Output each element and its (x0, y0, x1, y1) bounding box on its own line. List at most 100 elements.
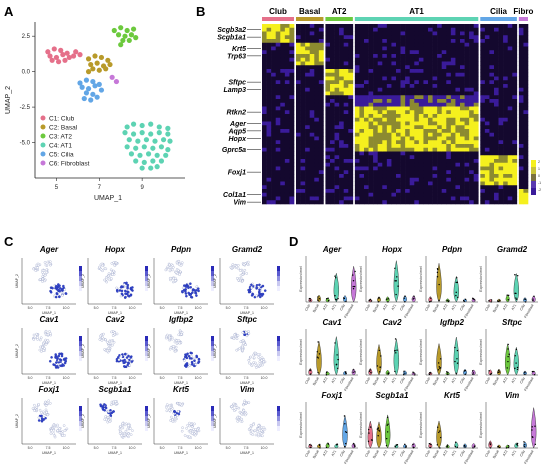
heatmap-cell (400, 185, 406, 190)
heatmap-cell (382, 132, 388, 137)
heatmap-cell (400, 159, 406, 164)
heatmap-cell (339, 181, 345, 186)
heatmap-cell (334, 174, 340, 179)
heatmap-cell (450, 196, 456, 201)
feature-point (47, 399, 50, 403)
heatmap-cell (275, 162, 281, 167)
violin-dot (439, 436, 442, 439)
violin-dot (524, 443, 526, 446)
violin-dot (456, 349, 459, 352)
heatmap-cell (348, 69, 354, 74)
heatmap-cell (391, 106, 397, 111)
feature-ylabel: UMAP_2 (15, 344, 19, 358)
feature-point (175, 339, 179, 342)
heatmap-cell (300, 102, 306, 107)
heatmap-cell (289, 170, 295, 175)
heatmap-cell (289, 84, 295, 89)
heatmap-cell (432, 57, 438, 62)
heatmap-cell (512, 151, 518, 156)
violin-dot (352, 443, 355, 445)
heatmap-cell (364, 140, 369, 145)
heatmap-cell (348, 99, 354, 104)
heatmap-cell (494, 189, 499, 194)
heatmap-cell (280, 31, 286, 36)
heatmap-cell (507, 166, 513, 171)
heatmap-cell (271, 200, 277, 205)
heatmap-cell (309, 102, 315, 107)
heatmap-cell (271, 57, 277, 62)
violin-dot (497, 371, 500, 374)
feature-point (258, 431, 262, 434)
heatmap-cell (368, 121, 374, 126)
feature-colorbar (145, 351, 148, 356)
heatmap-cell (480, 84, 486, 89)
heatmap-cell (314, 192, 320, 197)
heatmap-cell (275, 46, 281, 51)
heatmap-cell (450, 174, 456, 179)
heatmap-cell (518, 57, 524, 62)
heatmap-cell (473, 196, 479, 201)
feature-colorbar (277, 406, 280, 411)
heatmap-cell (396, 61, 401, 66)
umap-point (150, 145, 156, 151)
heatmap-cell (275, 84, 281, 89)
heatmap-cell (480, 125, 486, 130)
violin-dot (377, 427, 380, 429)
heatmap-cell (325, 159, 331, 164)
heatmap-cell (418, 35, 424, 40)
heatmap-cell (318, 155, 324, 160)
heatmap-cell (348, 102, 354, 107)
heatmap-cell (271, 144, 277, 149)
colorbar-tick: 0 (538, 174, 540, 178)
heatmap-cell (503, 35, 509, 40)
heatmap-cell (489, 46, 495, 51)
heatmap-cell (460, 185, 465, 190)
heatmap-cell (446, 106, 452, 111)
heatmap-cell (473, 174, 479, 179)
violin-category-label: AT2 (502, 376, 509, 383)
heatmap-cell (271, 110, 277, 115)
heatmap-cell (498, 121, 504, 126)
heatmap-cell (428, 196, 433, 201)
heatmap-cell (325, 91, 331, 96)
violin-shape (393, 338, 399, 376)
violin-dot (463, 370, 466, 372)
violin-dot (516, 368, 519, 371)
heatmap-cell (480, 24, 486, 29)
feature-point (194, 428, 197, 431)
heatmap-cell (464, 61, 470, 66)
feature-colorbar (145, 341, 148, 346)
violin-dot (334, 275, 336, 277)
heatmap-cell (275, 39, 281, 44)
heatmap-cell (446, 110, 452, 115)
heatmap-cell (314, 24, 320, 29)
violin-shape (385, 296, 390, 303)
heatmap-cell (364, 84, 369, 89)
heatmap-cell (334, 125, 340, 130)
heatmap-cell (414, 54, 420, 59)
heatmap-cell (359, 57, 365, 62)
heatmap-cell (364, 185, 369, 190)
feature-colorbar (79, 266, 82, 271)
heatmap-cell (314, 46, 320, 51)
heatmap-cell (523, 125, 529, 130)
heatmap-cell (314, 162, 320, 167)
feature-xtick: 7.5 (178, 446, 183, 450)
heatmap-cell (441, 110, 447, 115)
feature-xtick: 10.0 (129, 376, 136, 380)
heatmap-cell (414, 147, 420, 152)
violin-dot (345, 300, 347, 303)
heatmap-cell (314, 177, 320, 182)
heatmap-cell (518, 136, 524, 141)
heatmap-cell (464, 31, 470, 36)
heatmap-cell (469, 125, 475, 130)
heatmap-cell (428, 84, 433, 89)
heatmap-cell (368, 57, 374, 62)
heatmap-cell (507, 54, 513, 59)
heatmap-cell (498, 42, 504, 47)
heatmap-cell (280, 114, 286, 119)
violin-dot (455, 372, 457, 375)
heatmap-cell (518, 140, 524, 145)
heatmap-cell (484, 151, 490, 156)
feature-point (181, 426, 184, 429)
